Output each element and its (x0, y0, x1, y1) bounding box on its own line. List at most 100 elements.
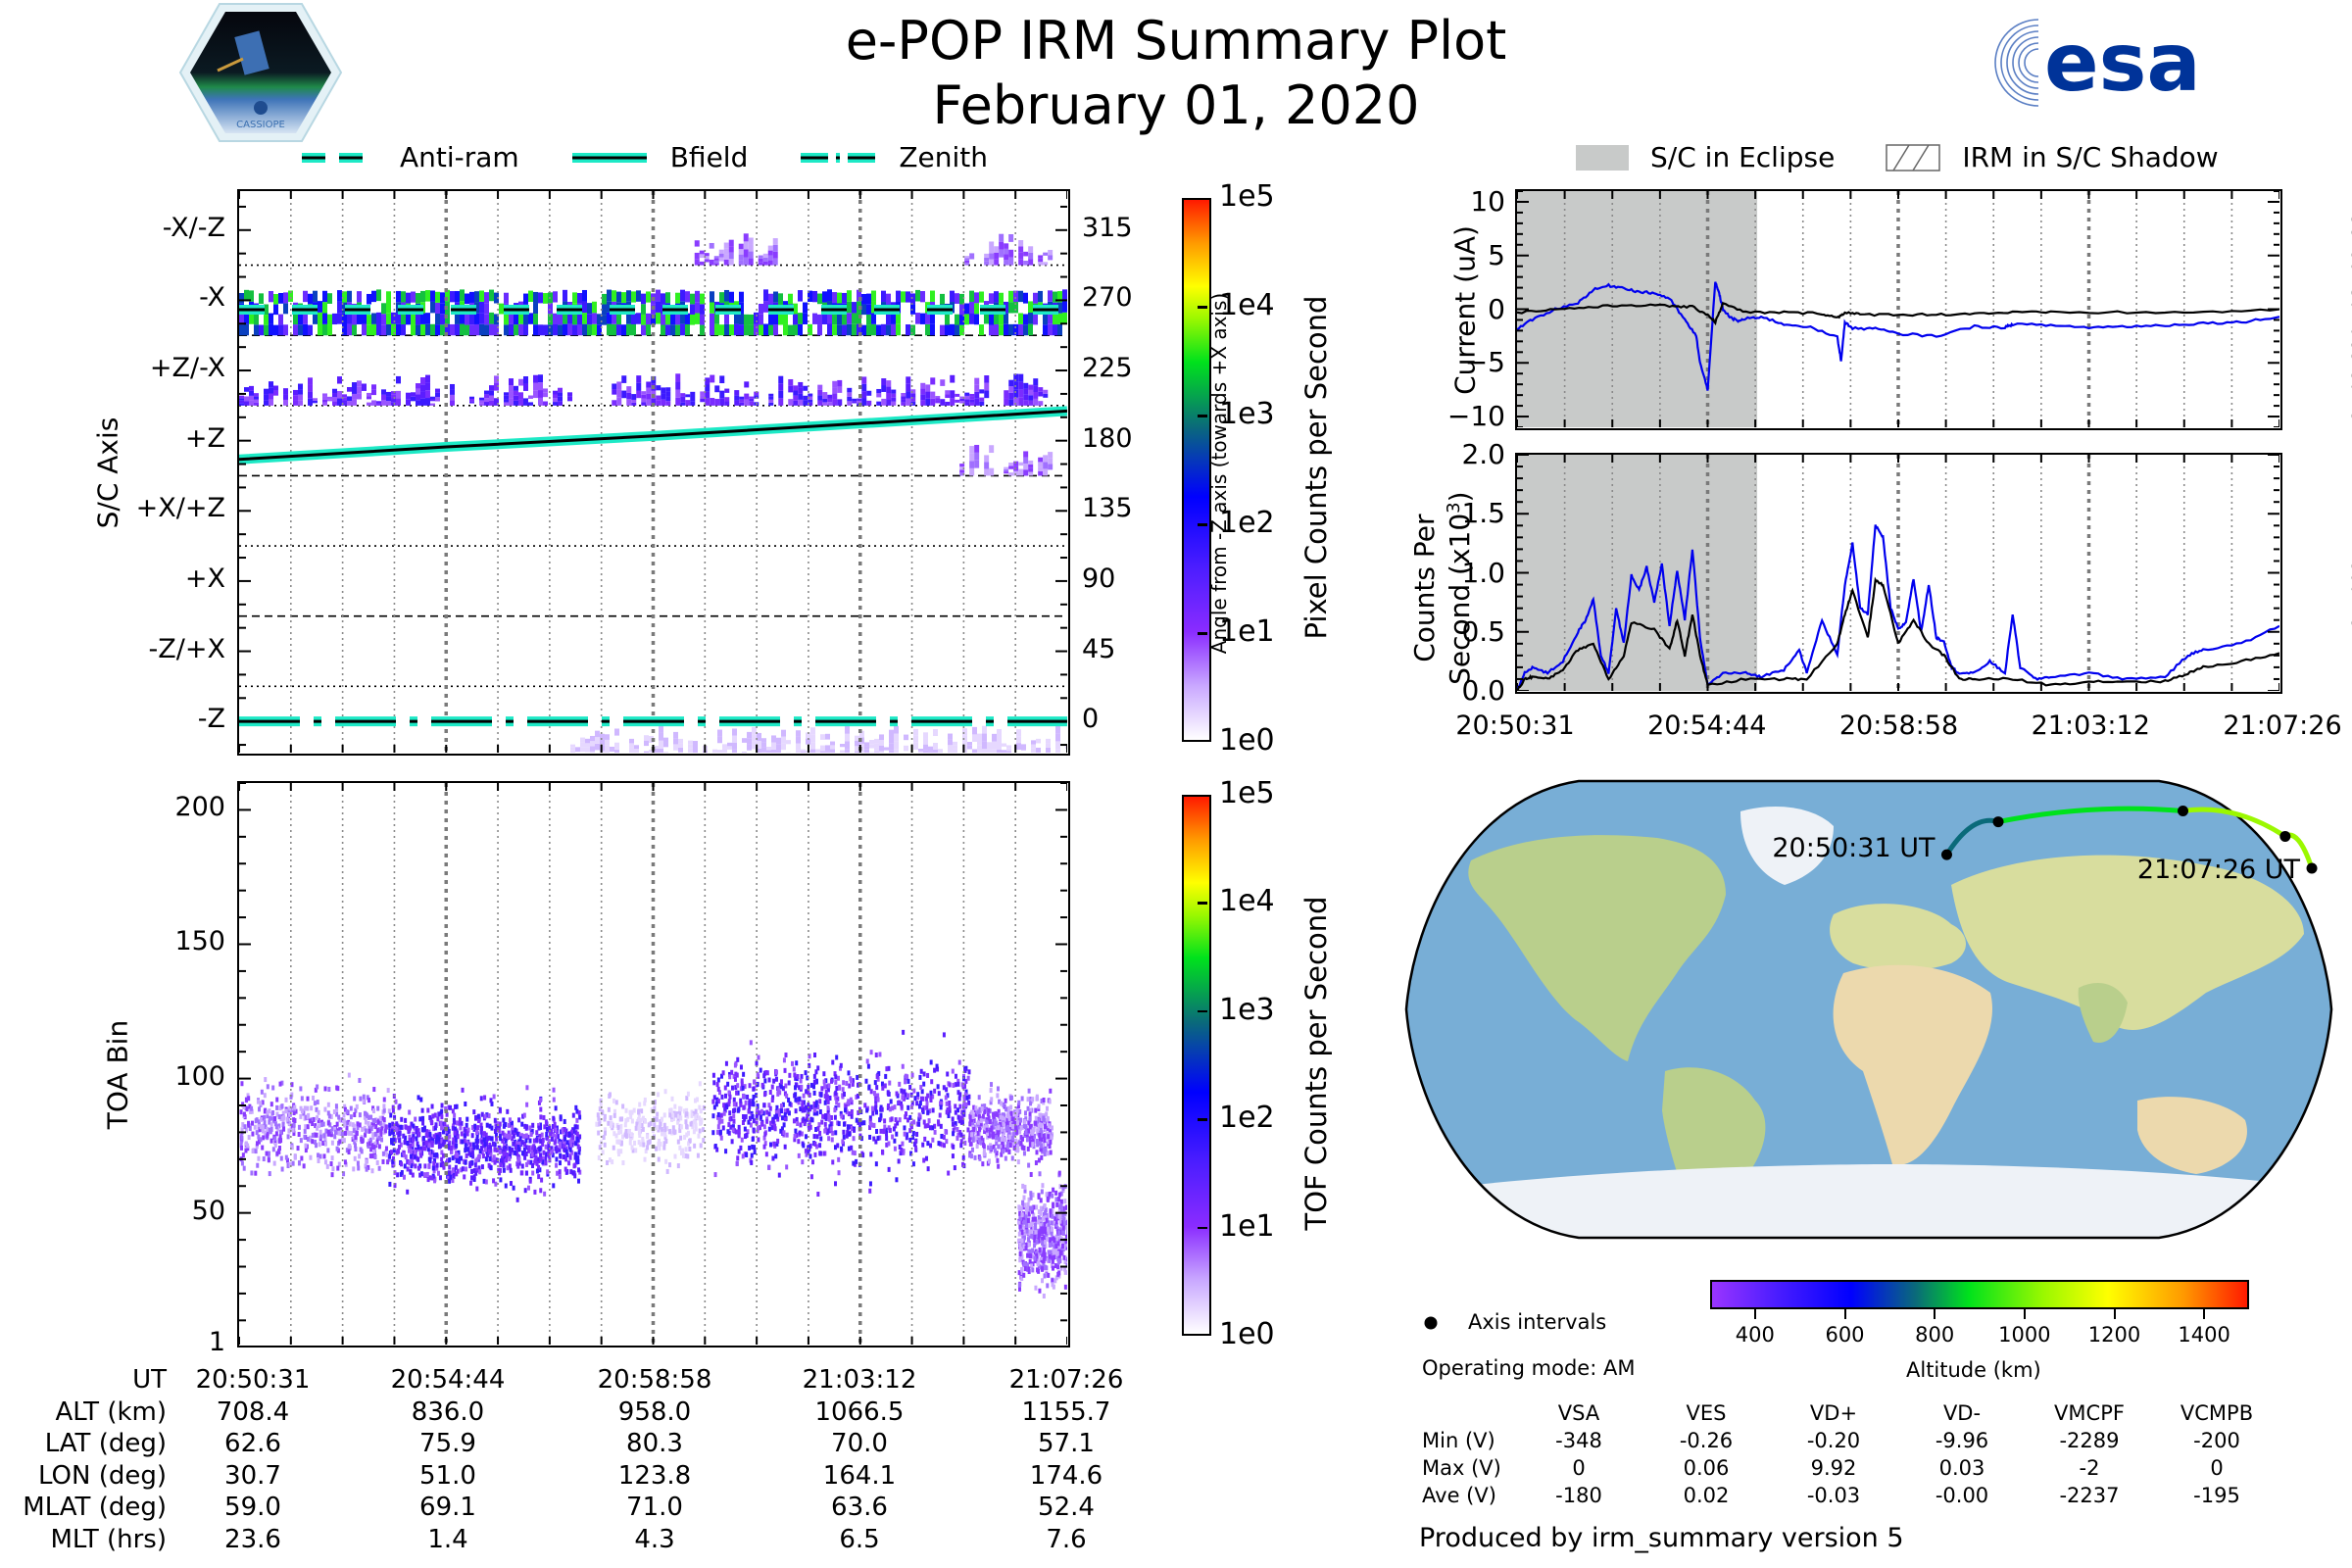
tof-pixel (268, 1171, 271, 1177)
tof-pixel (599, 1102, 603, 1108)
tof-pixel (395, 1121, 399, 1127)
tof-pixel (493, 1159, 497, 1165)
spectrogram-pixel (249, 290, 254, 302)
angle-tick-label: 90 (1082, 563, 1116, 594)
tof-pixel (775, 1104, 779, 1110)
tof-pixel (902, 1029, 906, 1035)
tof-pixel (561, 1127, 564, 1133)
tof-pixel (1057, 1244, 1061, 1250)
tof-pixel (1054, 1263, 1057, 1269)
tof-pixel (563, 1153, 566, 1159)
tof-pixel (888, 1127, 892, 1133)
tof-pixel (268, 1119, 271, 1125)
legend-dash-dot-line-icon (801, 152, 876, 163)
tof-pixel (836, 1075, 840, 1081)
spectrogram-pixel (1002, 750, 1006, 754)
tof-pixel (612, 1112, 616, 1118)
spectrogram-pixel (558, 401, 563, 406)
tof-pixel (667, 1129, 671, 1135)
tof-pixel (809, 1082, 813, 1088)
spectrogram-pixel (631, 291, 636, 303)
spectrogram-pixel (1033, 398, 1039, 406)
tof-pixel (410, 1163, 414, 1169)
spectrogram-pixel (590, 741, 595, 747)
tof-pixel (619, 1141, 623, 1147)
tof-pixel (662, 1122, 666, 1128)
tof-pixel (835, 1054, 839, 1060)
tof-pixel (461, 1139, 465, 1145)
tof-pixel (284, 1108, 288, 1114)
spectrogram-pixel (997, 736, 1002, 743)
spectrogram-pixel (705, 384, 710, 392)
spectrogram-pixel (1008, 302, 1013, 314)
tof-pixel (262, 1135, 266, 1141)
tof-pixel (523, 1188, 527, 1194)
tof-pixel (803, 1121, 807, 1127)
tof-pixel (840, 1146, 844, 1152)
tof-pixel (855, 1094, 858, 1100)
tof-pixel (878, 1117, 882, 1123)
tof-pixel (288, 1161, 292, 1167)
spectrogram-pixel (724, 289, 729, 302)
spectrogram-pixel (1048, 452, 1054, 459)
tof-pixel (793, 1137, 797, 1143)
tof-pixel (454, 1164, 458, 1170)
spectrogram-pixel (1055, 725, 1060, 734)
tof-pixel (1055, 1236, 1059, 1242)
tof-pixel (818, 1130, 822, 1136)
tof-pixel (544, 1160, 548, 1166)
spectrogram-pixel (308, 293, 313, 305)
tof-pixel (624, 1107, 628, 1113)
tof-pixel (621, 1134, 625, 1140)
spectrogram-pixel (915, 289, 920, 302)
tof-pixel (956, 1114, 960, 1120)
spectrogram-pixel (762, 261, 768, 266)
spectrogram-pixel (411, 324, 416, 336)
tof-pixel (428, 1156, 432, 1162)
tof-pixel (364, 1132, 368, 1138)
spectrogram-pixel (761, 742, 766, 748)
tof-pixel (598, 1121, 602, 1127)
spectrogram-pixel (918, 751, 923, 754)
tof-pixel (979, 1118, 983, 1124)
tof-pixel (679, 1115, 683, 1121)
tof-pixel (434, 1139, 438, 1145)
tof-pixel (945, 1101, 949, 1106)
tof-pixel (287, 1109, 291, 1115)
tof-pixel (997, 1125, 1001, 1131)
tof-pixel (983, 1109, 987, 1115)
tof-pixel (577, 1110, 581, 1116)
tof-pixel (1022, 1195, 1026, 1200)
tof-pixel (629, 1114, 633, 1120)
tof-pixel (1039, 1147, 1043, 1152)
tof-pixel (341, 1131, 345, 1137)
tof-pixel (813, 1079, 817, 1085)
spectrogram-pixel (959, 472, 965, 476)
spectrogram-pixel (759, 324, 763, 336)
tof-pixel (394, 1138, 398, 1144)
tof-pixel (376, 1105, 380, 1111)
tof-pixel (343, 1130, 347, 1136)
tof-pixel (1061, 1229, 1065, 1235)
tof-pixel (366, 1095, 369, 1101)
tof-pixel (848, 1083, 852, 1089)
spectrogram-pixel (680, 312, 685, 324)
tof-pixel (525, 1085, 529, 1091)
tof-pixel (963, 1140, 967, 1146)
tof-pixel (697, 1133, 701, 1139)
spectrogram-pixel (832, 314, 837, 325)
colorbar-tick-mark (1198, 632, 1207, 635)
tof-pixel (495, 1136, 499, 1142)
tof-pixel (857, 1082, 860, 1088)
tof-pixel (545, 1152, 549, 1157)
tof-pixel (563, 1118, 566, 1124)
tof-pixel (744, 1134, 748, 1140)
tof-pixel (773, 1114, 777, 1120)
spectrogram-pixel (772, 244, 778, 252)
tof-pixel (469, 1180, 473, 1186)
tof-pixel (1025, 1137, 1029, 1143)
spectrogram-pixel (840, 744, 845, 748)
tof-pixel (716, 1099, 720, 1104)
tof-pixel (460, 1120, 464, 1126)
tof-pixel (454, 1126, 458, 1132)
